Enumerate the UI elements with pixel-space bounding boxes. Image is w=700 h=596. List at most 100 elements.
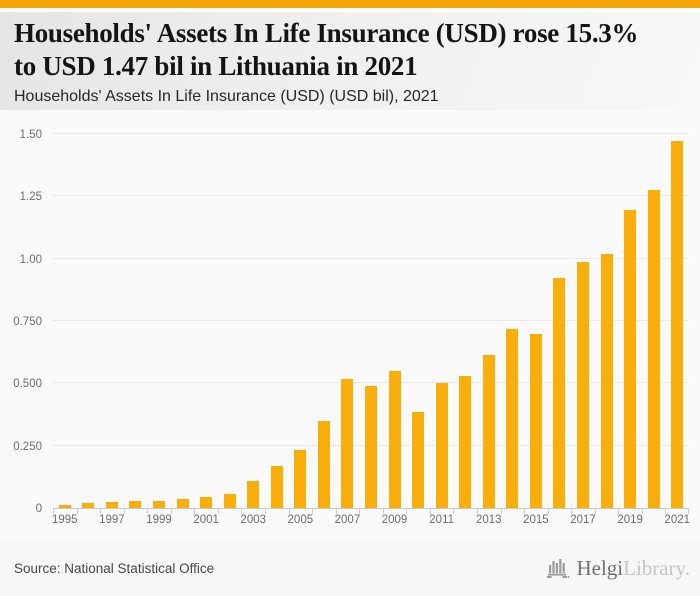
- bar-2019: [624, 210, 637, 508]
- x-tick-label-2009: 2009: [381, 514, 408, 526]
- bar-2004: [270, 466, 283, 508]
- bar-2005: [294, 450, 307, 508]
- x-tick-label-2007: 2007: [334, 514, 361, 526]
- chart-area: 0 0.250 0.500 0.750 1.00 1.25 1.50 1995 1997 199…: [0, 110, 700, 540]
- x-tick-label-2021: 2021: [664, 514, 691, 526]
- bar-1996: [82, 503, 95, 508]
- x-tick-label-2011: 2011: [429, 514, 455, 526]
- logo-text: HelgiLibrary.: [576, 555, 690, 580]
- x-axis-tick: [406, 508, 407, 514]
- x-axis-tick: [548, 508, 549, 514]
- bar-2017: [577, 262, 589, 508]
- x-tick-label-2001: 2001: [193, 514, 219, 526]
- x-axis-tick: [359, 508, 360, 514]
- x-axis-tick: [618, 508, 619, 514]
- bar-2000: [176, 499, 189, 508]
- x-axis-tick: [241, 508, 242, 514]
- x-axis-tick: [688, 508, 689, 514]
- x-tick-label-2019: 2019: [617, 514, 643, 526]
- x-axis-tick: [524, 508, 525, 514]
- x-axis-tick: [477, 508, 478, 514]
- gridline-0.750: [53, 320, 689, 321]
- x-tick-label-2017: 2017: [570, 514, 596, 526]
- y-tick-label-0: 0: [35, 503, 42, 515]
- chart-title: Households' Assets In Life Insurance (US…: [14, 17, 686, 83]
- bar-2008: [365, 386, 377, 508]
- logo-text-secondary: Library.: [623, 555, 690, 580]
- bar-2013: [482, 355, 495, 508]
- helgi-library-logo[interactable]: HelgiLibrary.: [545, 556, 690, 580]
- x-axis-tick: [218, 508, 219, 514]
- x-axis-tick: [289, 508, 290, 514]
- bar-1998: [129, 501, 142, 508]
- bar-2002: [223, 494, 236, 508]
- y-tick-label-1.25: 1.25: [19, 191, 42, 204]
- y-tick-label-1.00: 1.00: [19, 253, 42, 266]
- x-axis-tick: [77, 508, 78, 514]
- x-axis-labels: 1995 1997 1999 2001 2003 2005 2007 2009 2011 2013…: [51, 514, 691, 532]
- x-tick-label-1999: 1999: [146, 514, 172, 526]
- source-note: Source: National Statistical Office: [14, 560, 215, 576]
- bar-2001: [200, 497, 213, 508]
- x-axis-tick: [595, 508, 596, 514]
- gridline-1.00: [53, 257, 689, 259]
- x-axis-tick: [642, 508, 643, 514]
- x-axis-tick: [100, 508, 101, 514]
- x-axis-tick: [501, 508, 502, 514]
- brand-accent-bar: [0, 0, 700, 8]
- chart-header: Households' Assets In Life Insurance (US…: [0, 12, 700, 110]
- bar-1999: [153, 501, 165, 508]
- bar-1997: [105, 502, 118, 508]
- x-axis-tick: [53, 508, 54, 514]
- x-axis-tick: [430, 508, 431, 514]
- banner-gap: [0, 8, 700, 12]
- gridline-1.50: [53, 133, 689, 134]
- bar-2021: [671, 141, 684, 508]
- x-tick-label-2003: 2003: [240, 514, 267, 526]
- x-tick-label-2015: 2015: [523, 514, 549, 526]
- bar-2020: [647, 190, 660, 508]
- chart-title-line-2: to USD 1.47 bil in Lithuania in 2021: [14, 51, 418, 81]
- bar-2003: [247, 481, 260, 508]
- castle-bars-icon: [547, 559, 570, 578]
- gridline-0.500: [53, 382, 689, 384]
- bar-2014: [506, 329, 519, 508]
- y-tick-label-1.50: 1.50: [19, 129, 42, 141]
- bar-1995: [58, 505, 71, 508]
- x-axis-tick: [124, 508, 125, 514]
- bar-2018: [600, 254, 613, 508]
- y-tick-label-0.500: 0.500: [13, 378, 42, 391]
- bar-2015: [529, 334, 542, 508]
- x-axis-tick: [571, 508, 572, 514]
- y-tick-label-0.750: 0.750: [13, 316, 42, 328]
- bar-2011: [435, 383, 448, 508]
- x-tick-label-2005: 2005: [287, 514, 314, 526]
- x-axis-tick: [665, 508, 666, 514]
- gridline-1.25: [53, 195, 689, 197]
- footer: Source: National Statistical Office Helg…: [0, 540, 700, 596]
- bar-2009: [388, 371, 401, 508]
- x-tick-label-1995: 1995: [51, 514, 78, 526]
- x-axis-tick: [147, 508, 148, 514]
- bar-2016: [553, 278, 566, 508]
- chart-title-line-1: Households' Assets In Life Insurance (US…: [14, 18, 639, 48]
- bar-2012: [459, 376, 472, 508]
- chart-subtitle: Households' Assets In Life Insurance (US…: [14, 88, 439, 105]
- bar-2007: [341, 379, 354, 508]
- x-axis-tick: [383, 508, 384, 514]
- x-axis-tick: [312, 508, 313, 514]
- bar-2006: [317, 421, 330, 508]
- plot-area: [53, 125, 689, 514]
- x-axis-tick: [265, 508, 266, 514]
- y-axis-labels: 0 0.250 0.500 0.750 1.00 1.25 1.50: [0, 125, 44, 515]
- x-axis-tick: [453, 508, 454, 514]
- x-axis-tick: [336, 508, 337, 514]
- bar-2010: [412, 412, 425, 508]
- logo-text-primary: Helgi: [576, 555, 624, 580]
- x-axis-tick: [194, 508, 195, 514]
- x-tick-label-2013: 2013: [475, 514, 502, 526]
- y-tick-label-0.250: 0.250: [13, 440, 42, 453]
- x-axis-tick: [171, 508, 172, 514]
- x-tick-label-1997: 1997: [99, 514, 125, 526]
